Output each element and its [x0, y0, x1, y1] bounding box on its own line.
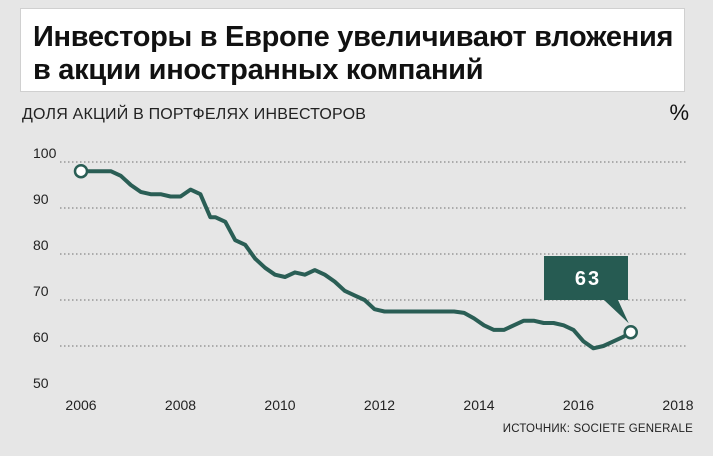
- source-note: ИСТОЧНИК: SOCIETE GENERALE: [502, 423, 693, 435]
- x-tick-label: 2018: [662, 397, 693, 413]
- x-tick-label: 2010: [264, 397, 295, 413]
- chart-title-line-1: Инвесторы в Европе увеличивают вложения: [33, 21, 674, 53]
- end-point-marker: [623, 324, 638, 340]
- y-tick-label: 100: [33, 145, 57, 161]
- y-tick-label: 60: [33, 329, 49, 345]
- x-tick-label: 2006: [65, 397, 96, 413]
- x-tick-label: 2008: [165, 397, 196, 413]
- start-point-marker: [73, 163, 89, 179]
- x-tick-label: 2014: [463, 397, 494, 413]
- x-tick-label: 2012: [364, 397, 395, 413]
- series-line: [79, 169, 633, 351]
- y-tick-label: 90: [33, 191, 49, 207]
- callout-box: [544, 256, 629, 324]
- x-tick-label: 2016: [563, 397, 594, 413]
- y-tick-label: 50: [33, 375, 49, 391]
- y-tick-label: 70: [33, 283, 49, 299]
- chart-title-line-2: в акции иностранных компаний: [33, 54, 484, 86]
- unit-label: %: [669, 100, 689, 125]
- chart-subtitle: ДОЛЯ АКЦИЙ В ПОРТФЕЛЯХ ИНВЕСТОРОВ: [22, 106, 367, 123]
- y-tick-label: 80: [33, 237, 49, 253]
- title-box: Инвесторы в Европе увеличивают вложения …: [20, 8, 685, 92]
- callout-label: 63: [575, 268, 601, 290]
